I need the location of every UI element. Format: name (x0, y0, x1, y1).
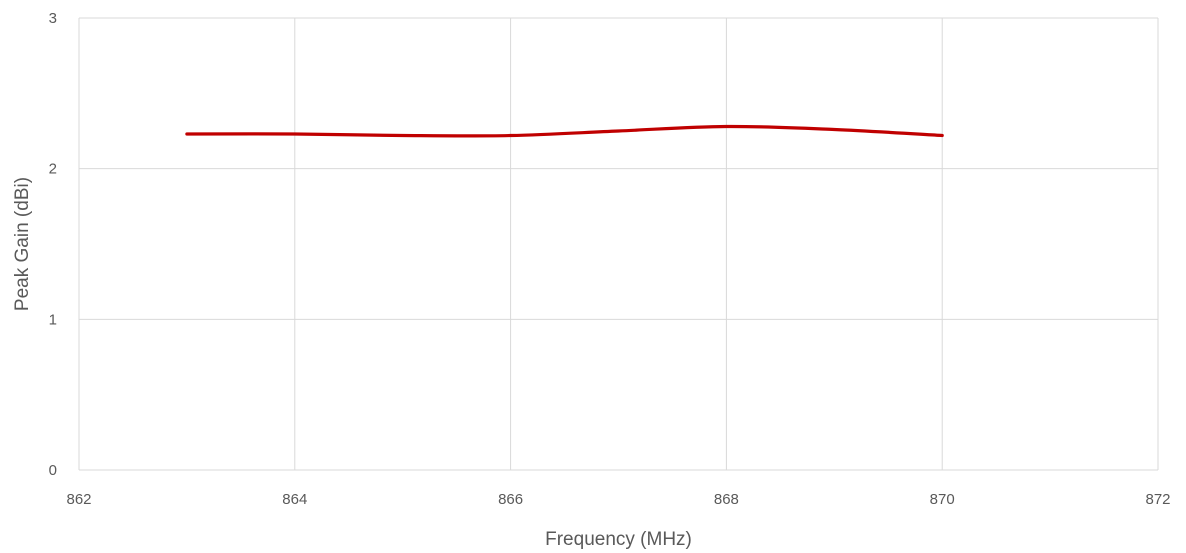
x-tick-label-3: 868 (714, 491, 739, 508)
y-tick-label-1: 1 (49, 311, 57, 328)
data-point-0-6 (833, 128, 836, 131)
data-point-0-7 (941, 134, 944, 137)
x-tick-label-1: 864 (282, 491, 307, 508)
tick-labels: 0 1 2 3 862 864 866 868 870 872 (49, 10, 1171, 508)
y-tick-label-2: 2 (49, 161, 57, 178)
x-tick-label-5: 872 (1145, 491, 1170, 508)
data-point-0-4 (617, 129, 620, 132)
y-axis-title: Peak Gain (dBi) (12, 177, 33, 311)
x-tick-label-2: 866 (498, 491, 523, 508)
x-tick-label-4: 870 (930, 491, 955, 508)
series-line-0 (185, 124, 944, 138)
gridlines (78, 17, 1159, 470)
data-point-0-1 (293, 132, 296, 135)
x-axis-title: Frequency (MHz) (545, 529, 692, 550)
y-tick-label-0: 0 (49, 462, 57, 479)
series (185, 124, 944, 138)
data-point-0-2 (401, 134, 404, 137)
x-tick-label-0: 862 (66, 491, 91, 508)
data-point-0-5 (725, 125, 728, 128)
data-point-0-3 (509, 134, 512, 137)
y-tick-label-3: 3 (49, 10, 57, 27)
data-point-0-0 (185, 132, 188, 135)
